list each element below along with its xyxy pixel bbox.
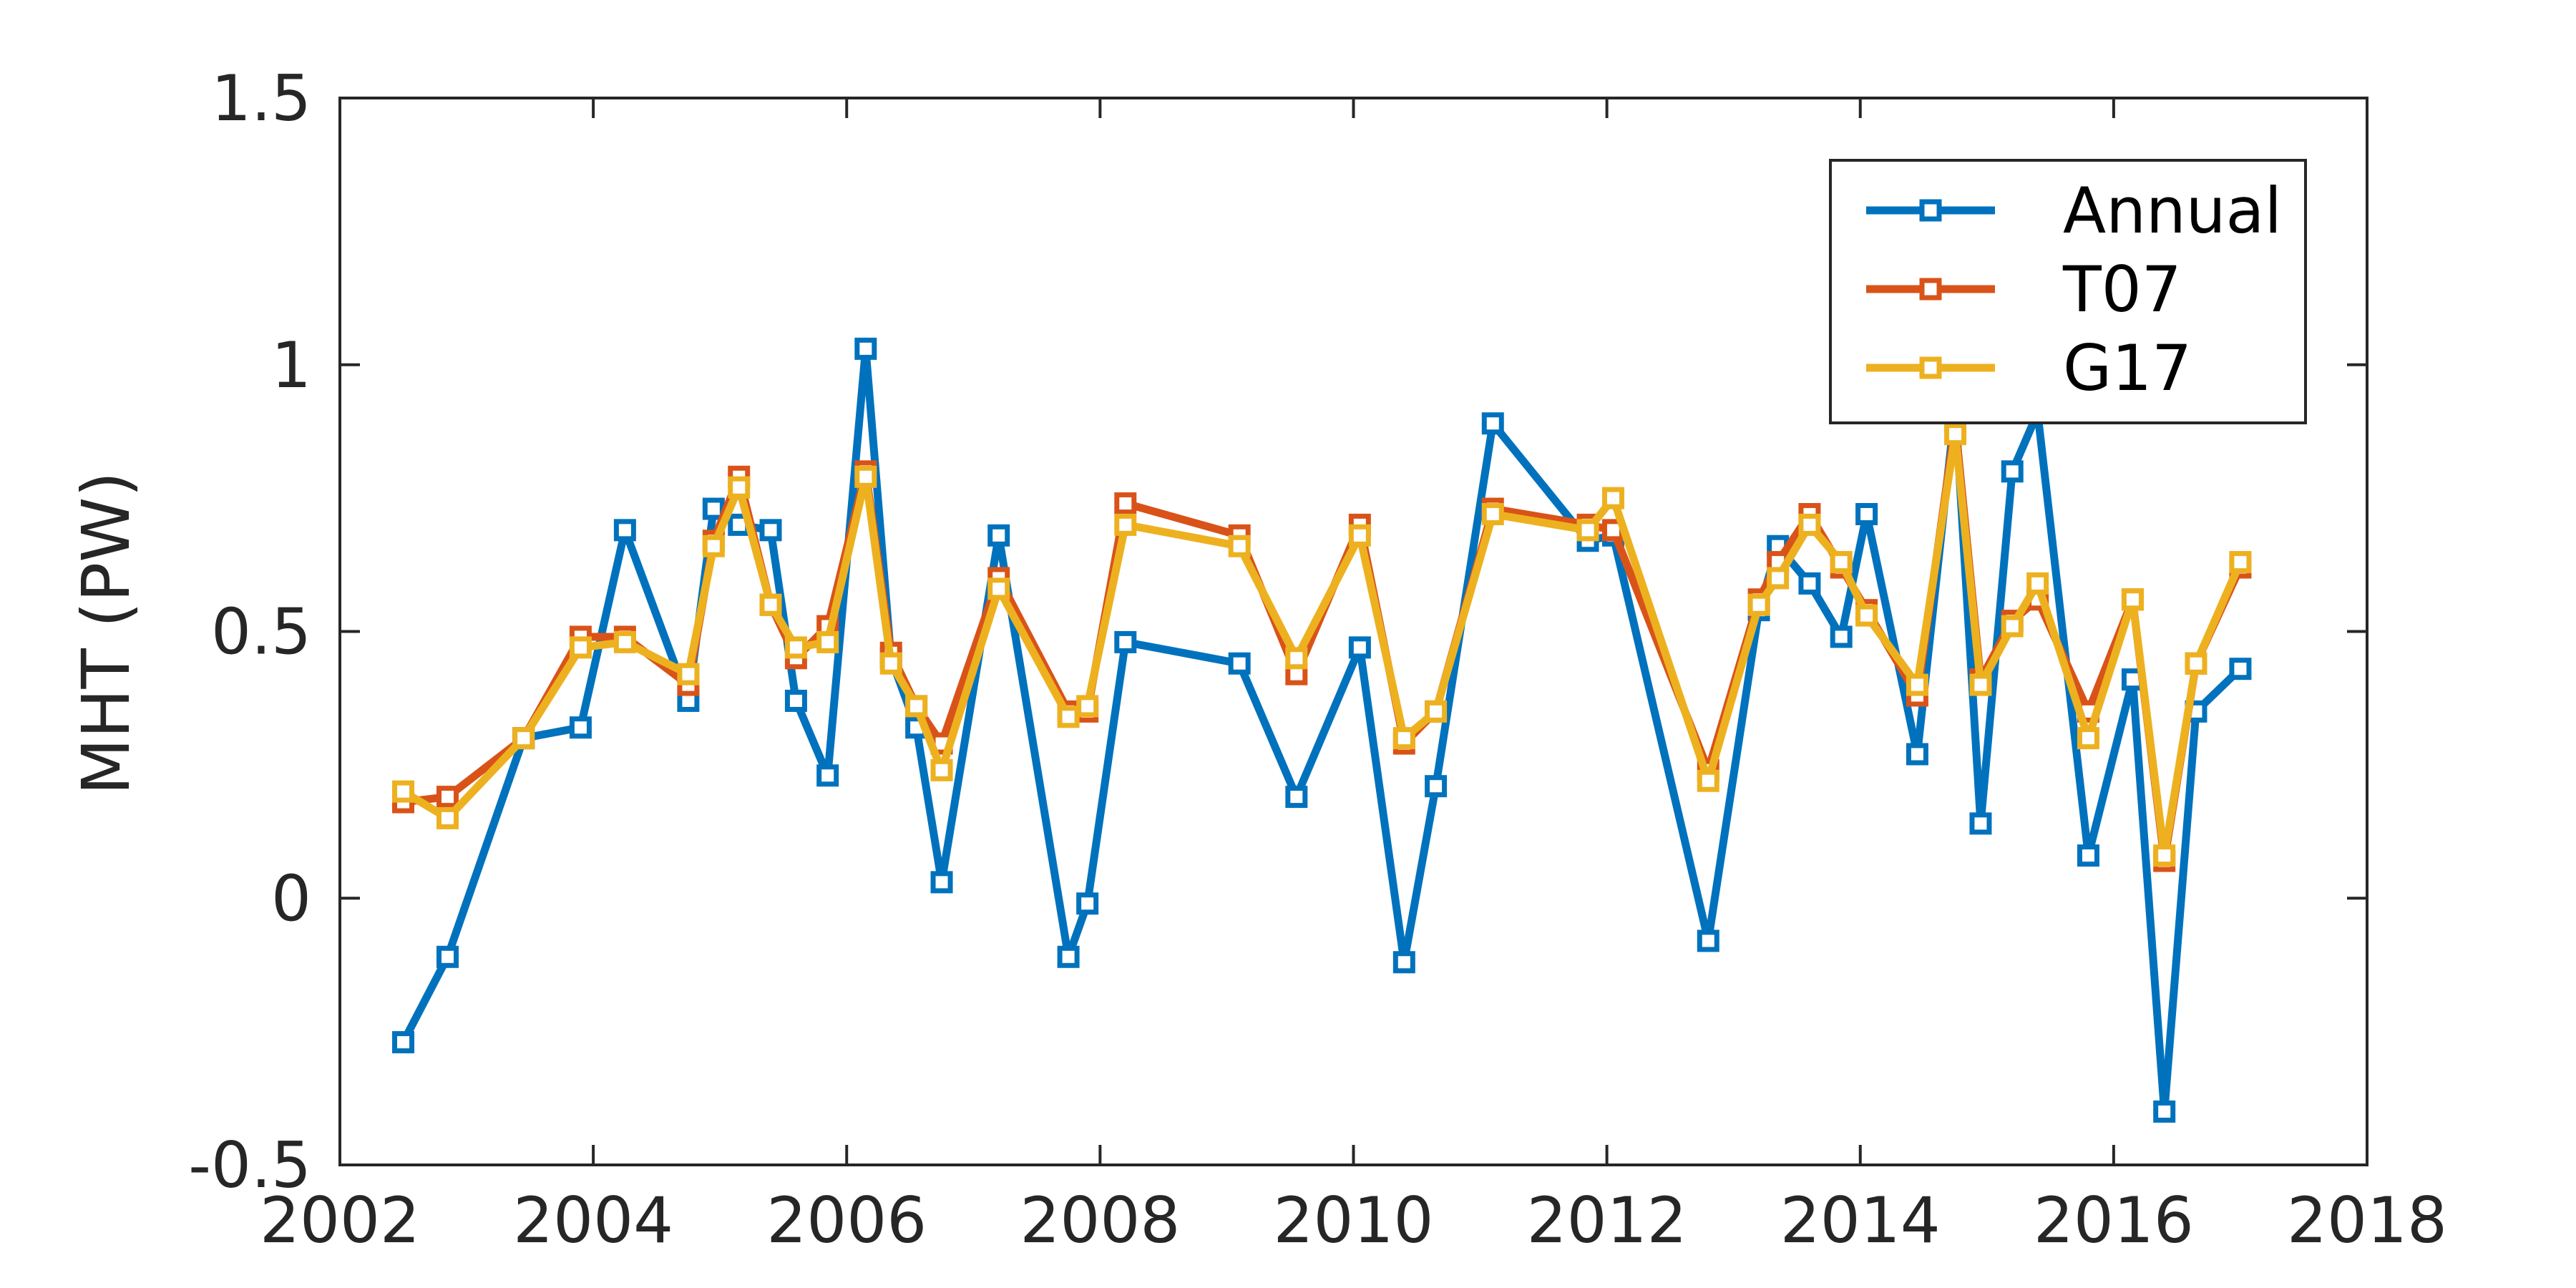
data-point-g17	[702, 535, 725, 557]
data-point-g17	[512, 727, 535, 750]
data-point-annual	[2153, 1100, 2176, 1123]
data-point-g17	[1228, 535, 1251, 557]
data-point-g17	[2001, 615, 2024, 638]
data-point-annual	[784, 689, 807, 712]
data-point-g17	[1392, 727, 1415, 750]
data-point-g17	[392, 780, 415, 803]
data-point-g17	[987, 577, 1010, 600]
legend-marker	[1919, 278, 1942, 301]
legend-label-t07: T07	[2062, 253, 2182, 326]
data-point-g17	[2026, 572, 2049, 595]
data-point-annual	[1855, 502, 1878, 525]
data-point-annual	[987, 524, 1010, 547]
data-point-g17	[2185, 652, 2207, 675]
data-point-annual	[1425, 775, 1448, 798]
data-point-g17	[879, 652, 902, 675]
data-point-g17	[930, 758, 953, 781]
data-point-g17	[1747, 593, 1770, 616]
data-point-g17	[1969, 673, 1992, 696]
data-point-annual	[702, 497, 725, 520]
data-point-g17	[1425, 700, 1448, 723]
data-point-g17	[1076, 695, 1099, 718]
data-point-g17	[436, 806, 459, 829]
data-point-g17	[2153, 844, 2176, 867]
data-point-g17	[1944, 423, 1967, 446]
x-tick-label: 2010	[1274, 1184, 1434, 1257]
legend-label-g17: G17	[2063, 331, 2192, 405]
data-point-g17	[854, 465, 877, 488]
data-point-g17	[1830, 551, 1853, 574]
x-tick-label: 2018	[2287, 1184, 2447, 1257]
data-point-annual	[1798, 572, 1821, 595]
data-point-annual	[930, 871, 953, 894]
x-tick-label: 2016	[2034, 1184, 2194, 1257]
data-point-g17	[2229, 551, 2252, 574]
data-point-g17	[1348, 524, 1371, 547]
data-point-g17	[784, 636, 807, 659]
data-point-annual	[1285, 786, 1308, 809]
data-point-annual	[1057, 945, 1080, 968]
data-point-g17	[1285, 647, 1308, 670]
legend-marker	[1919, 356, 1942, 379]
x-tick-label: 2012	[1527, 1184, 1687, 1257]
data-point-t07	[436, 786, 459, 809]
y-tick-label: 0	[271, 862, 311, 935]
data-point-g17	[2121, 588, 2144, 611]
data-point-t07	[1114, 492, 1137, 515]
data-point-g17	[728, 476, 751, 499]
data-point-g17	[1767, 567, 1790, 590]
data-point-g17	[1576, 519, 1599, 542]
y-tick-label: 1.5	[211, 62, 311, 135]
data-point-annual	[854, 337, 877, 360]
y-axis-label: MHT (PW)	[68, 472, 145, 795]
data-point-annual	[392, 1031, 415, 1054]
legend-marker	[1919, 199, 1942, 222]
data-point-g17	[1798, 513, 1821, 536]
data-point-annual	[1114, 630, 1137, 653]
data-point-g17	[1601, 487, 1624, 509]
data-point-annual	[1906, 743, 1928, 766]
y-tick-label: -0.5	[188, 1128, 311, 1202]
data-point-g17	[1481, 502, 1504, 525]
data-point-annual	[2001, 460, 2024, 483]
data-point-annual	[2229, 658, 2252, 680]
x-tick-label: 2014	[1780, 1184, 1941, 1257]
data-point-annual	[1076, 892, 1099, 915]
data-point-annual	[613, 519, 636, 542]
data-point-g17	[816, 630, 839, 653]
data-point-g17	[613, 630, 636, 653]
data-point-annual	[1969, 812, 1992, 835]
x-tick-label: 2008	[1020, 1184, 1180, 1257]
data-point-g17	[1855, 604, 1878, 627]
y-tick-label: 0.5	[211, 595, 311, 669]
data-point-annual	[2077, 844, 2099, 867]
x-tick-label: 2004	[513, 1184, 673, 1257]
data-point-g17	[677, 663, 700, 686]
data-point-g17	[905, 695, 928, 718]
data-point-g17	[759, 593, 782, 616]
data-point-annual	[1228, 652, 1251, 675]
y-tick-label: 1	[271, 328, 311, 402]
data-point-annual	[436, 945, 459, 968]
x-tick-label: 2002	[260, 1184, 420, 1257]
data-point-annual	[569, 716, 592, 739]
data-point-annual	[1697, 930, 1719, 952]
data-point-g17	[2077, 727, 2099, 750]
data-point-annual	[1830, 625, 1853, 648]
legend-label-annual: Annual	[2063, 174, 2282, 248]
data-point-g17	[1114, 513, 1137, 536]
data-point-g17	[1697, 769, 1719, 792]
data-point-g17	[1906, 673, 1928, 696]
data-point-annual	[759, 519, 782, 542]
x-tick-label: 2006	[766, 1184, 927, 1257]
data-point-annual	[816, 764, 839, 787]
data-point-g17	[569, 636, 592, 659]
data-point-annual	[1481, 412, 1504, 435]
data-point-g17	[1057, 706, 1080, 728]
data-point-annual	[1348, 636, 1371, 659]
data-point-annual	[1392, 951, 1415, 974]
